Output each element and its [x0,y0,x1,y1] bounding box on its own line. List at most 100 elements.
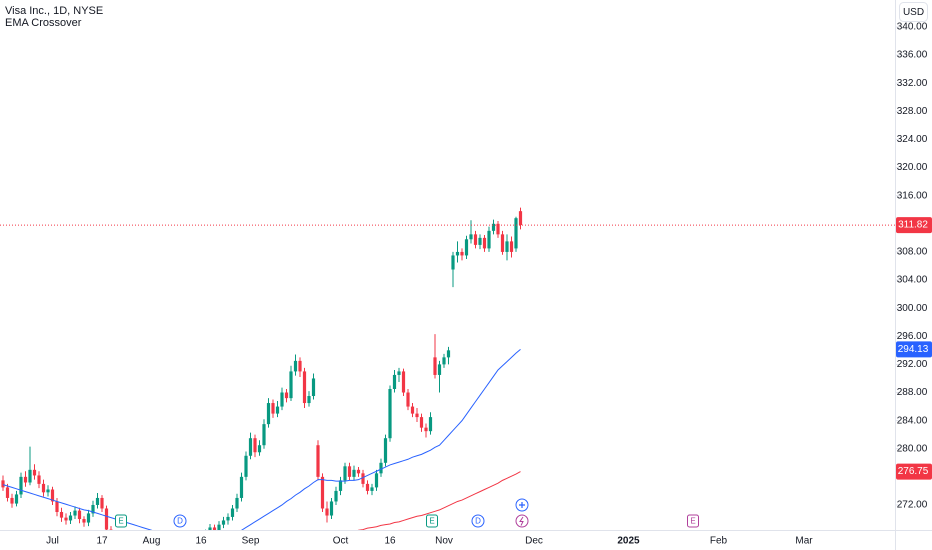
candle-body [221,520,226,525]
event-marker [426,514,438,528]
candle-body [280,392,284,407]
price-badge [896,463,932,480]
candle-body [496,223,500,235]
x-tick-label: Sep [242,536,260,547]
candle-body [239,476,244,498]
x-tick-label: Mar [795,536,813,547]
candle-body [464,239,469,256]
candle-body [68,515,73,521]
candle-body [419,417,424,428]
candle-body [284,392,289,399]
candle-body [73,510,77,516]
candle-body [352,469,356,477]
candle-body [19,476,23,495]
candle-body [132,546,135,550]
candle-body [77,510,82,520]
candle-body [293,360,298,372]
x-tick-label: Feb [710,536,728,547]
event-icon [519,516,524,526]
candle-body [478,237,482,245]
candle-body [262,424,266,446]
candle-body [136,546,139,549]
candle-body [55,501,59,513]
event-label: D [177,517,183,526]
candle-body [212,527,217,530]
event-label: E [690,517,695,526]
candle-body [10,497,14,504]
candle-body [248,438,253,456]
plot-area [0,207,895,550]
candle-body [505,241,509,252]
candle-body [473,234,478,245]
event-marker [173,514,187,528]
y-tick-label: 332.00 [897,78,928,89]
candle-body [123,544,126,548]
candle-body [487,230,491,249]
y-tick-label: 316.00 [897,190,928,201]
candle-body [379,462,383,474]
y-tick-label: 328.00 [897,106,928,117]
x-tick-label: 16 [195,536,207,547]
candle-body [347,466,352,477]
candle-body [5,487,10,498]
candle-body [307,396,311,404]
event-label: E [429,517,434,526]
candle-body [442,357,446,365]
candle-body [397,371,401,375]
candle-body [235,497,239,509]
y-tick-label: 324.00 [897,134,928,145]
candle-body [257,445,262,453]
candle-body [41,483,46,493]
candle-body [95,497,100,505]
ema-line [357,471,521,530]
candle-body [244,455,248,477]
candle-body [302,371,307,404]
axes: 272.00276.00280.00284.00288.00292.00296.… [46,22,932,547]
y-tick-label: 336.00 [897,50,928,61]
x-tick-label: Nov [435,536,453,547]
currency[interactable]: USD [903,7,924,18]
candle-body [32,469,37,476]
chart-title: Visa Inc., 1D, NYSE [5,5,103,17]
candle-body [343,466,347,481]
candle-body [370,487,374,491]
candle-body [451,255,455,270]
candle-body [64,517,68,521]
candle-body [455,251,460,256]
candle-body [1,480,5,488]
candle-body [491,223,496,231]
candle-body [514,218,518,249]
candle-body [114,534,117,540]
candle-body [329,501,334,516]
candle-body [298,360,302,372]
candle-body [217,524,221,530]
candle-body [361,473,365,484]
candle-body [392,374,397,389]
candle-body [50,489,55,502]
x-tick-label: 16 [384,536,396,547]
candle-body [28,469,32,483]
candle-body [271,403,275,414]
candle-body [433,357,437,375]
candle-body [415,413,419,418]
y-tick-label: 308.00 [897,247,928,258]
x-tick-label: Aug [143,536,161,547]
candle-body [406,392,410,407]
candle-body [500,234,505,252]
candle-body [253,438,257,453]
ema-line [2,349,521,530]
candle-body [118,540,121,544]
event-label: E [118,517,123,526]
candle-body [275,406,280,414]
candle-body [14,494,19,504]
candle-body [460,251,464,256]
currency-box[interactable] [899,2,928,22]
candle-body [91,504,95,514]
event-marker [687,514,699,528]
price-badge [896,341,932,358]
candle-body [316,445,320,477]
candle-body [59,512,64,518]
x-tick-label: Oct [333,536,349,547]
candle-body [356,469,361,474]
y-tick-label: 292.00 [897,359,928,370]
